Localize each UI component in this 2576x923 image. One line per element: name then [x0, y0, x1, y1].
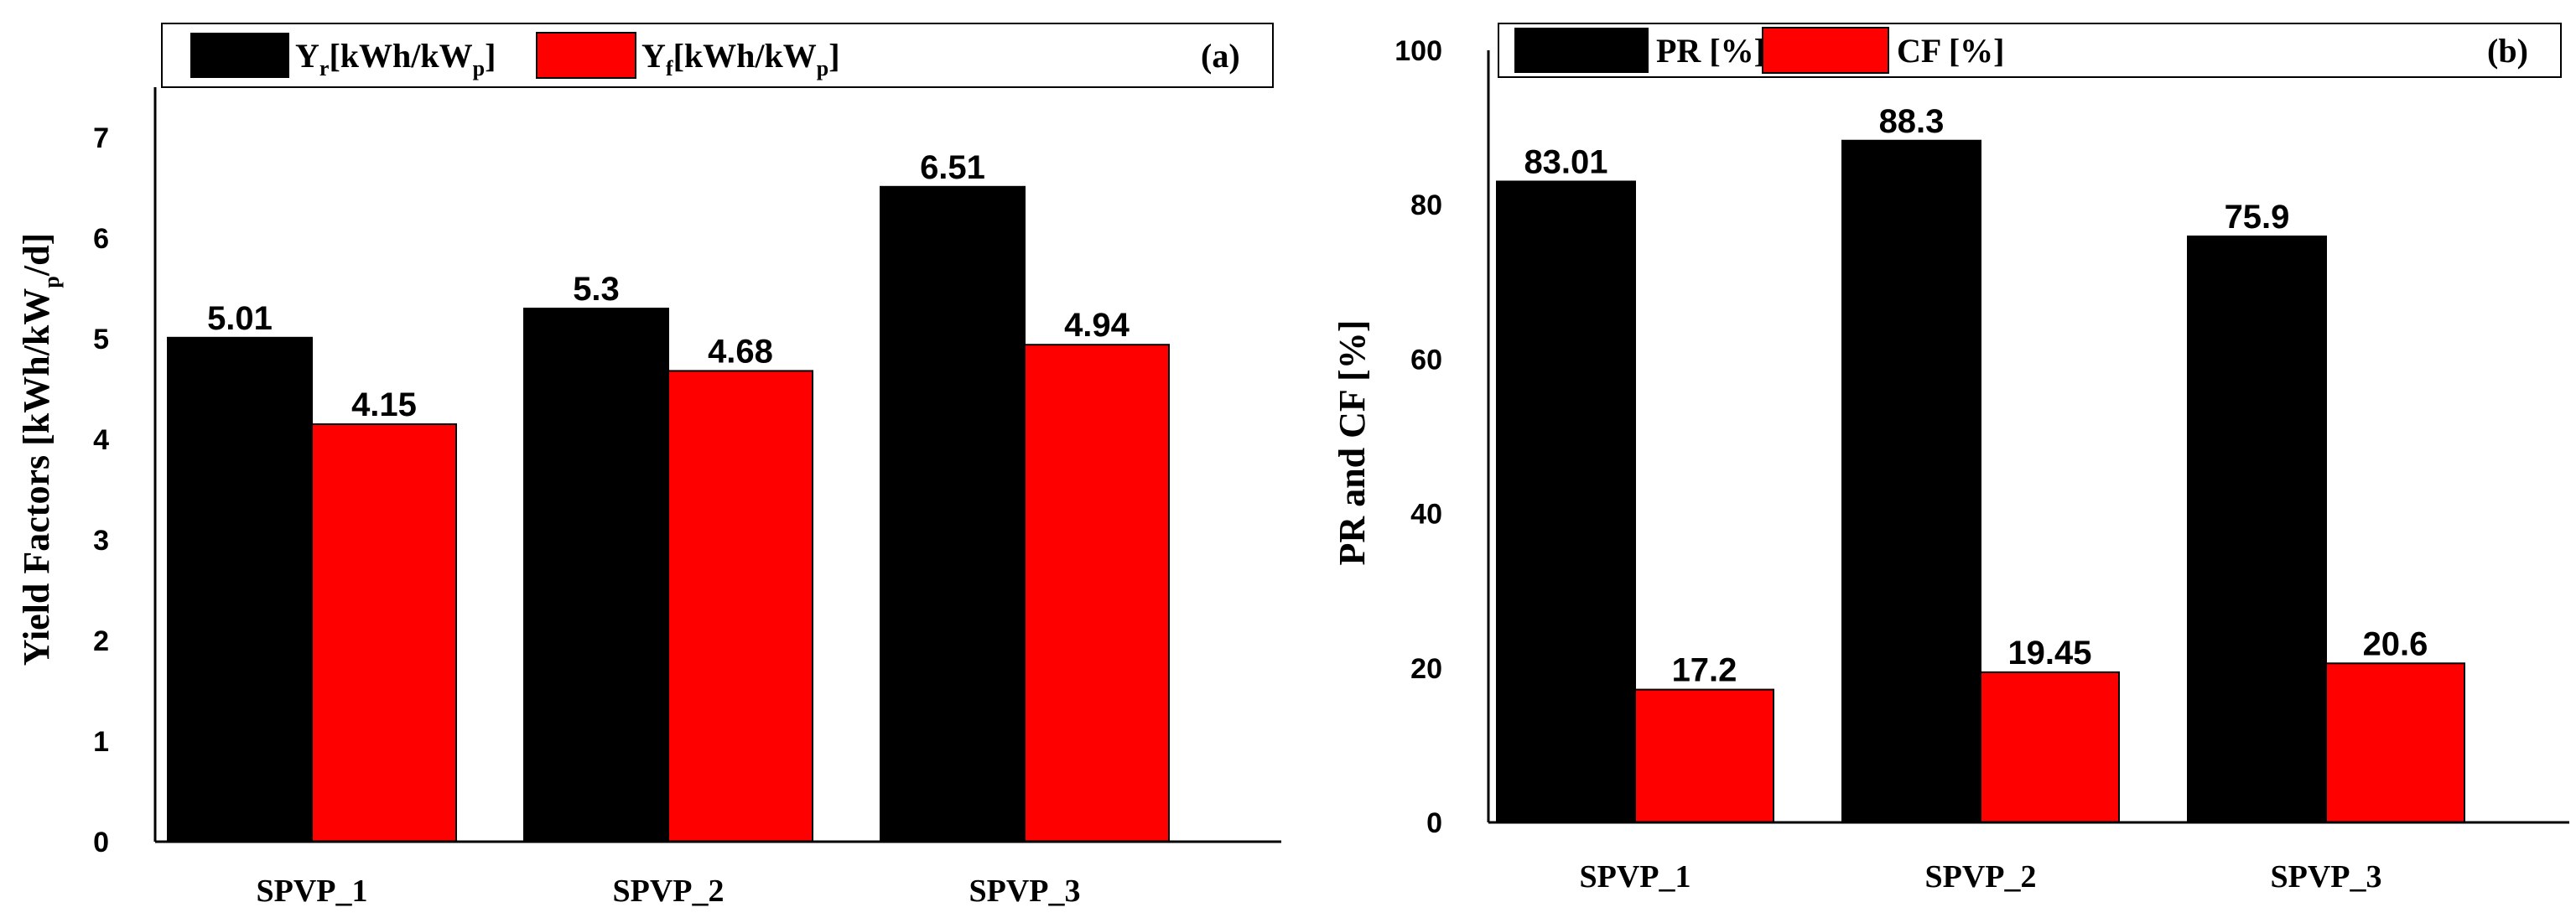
panel-a-y-tick-label: 2: [93, 625, 109, 657]
panel-a-y-axis-title: Yield Factors [kWh/kWp/d]: [16, 233, 64, 666]
panel-b-data-label: 19.45: [2007, 635, 2091, 672]
panel-a-category-label: SPVP_1: [257, 874, 368, 909]
panel-b-data-label: 17.2: [1672, 652, 1737, 689]
legend-label-yr: Yr[kWh/kWp]: [295, 37, 496, 80]
panel-b-y-tick-label: 100: [1394, 35, 1442, 67]
panel-b-data-label: 88.3: [1879, 103, 1945, 140]
panel-b-y-ticks: 0 20 40 60 80 100: [1394, 35, 1442, 839]
panel-b-legend-box: [1498, 23, 2562, 78]
panel-a-bar-spvp_1-series-2: [311, 423, 457, 843]
panel-a-bars: [167, 185, 1170, 843]
panel-b-bar-spvp_1-series-1: [1496, 180, 1636, 823]
panel-a-y-ticks: 0 1 2 3 4 5 6 7: [93, 122, 109, 858]
panel-a-y-tick-label: 3: [93, 525, 109, 557]
panel-b-data-labels: 83.01 17.2 88.3 19.45 75.9 20.6: [1524, 103, 2428, 689]
legend-label-pr: PR [%]: [1656, 32, 1765, 70]
panel-b-data-label: 83.01: [1524, 143, 1607, 180]
panel-a-bar-spvp_3-series-1: [880, 185, 1026, 843]
panel-b-data-label: 20.6: [2363, 625, 2428, 662]
panel-a-category-label: SPVP_3: [969, 874, 1081, 909]
panel-a-y-tick-label: 0: [93, 827, 109, 858]
panel-a-data-label: 4.94: [1064, 307, 1130, 344]
panel-b-category-labels: SPVP_1 SPVP_2 SPVP_3: [1580, 859, 2382, 894]
panel-b-category-label: SPVP_1: [1580, 859, 1691, 894]
panel-b-label: (b): [2487, 32, 2528, 70]
panel-a-y-tick-label: 1: [93, 726, 109, 758]
panel-b-bar-spvp_2-series-1: [1841, 139, 1981, 823]
panel-a-bar-spvp_3-series-2: [1024, 344, 1170, 843]
panel-a-bar-spvp_2-series-1: [523, 308, 669, 843]
panel-a-data-label: 4.15: [351, 386, 417, 423]
panel-a-bar-spvp_2-series-2: [667, 370, 813, 843]
legend-swatch-cf: [1762, 27, 1889, 74]
panel-b-y-tick-label: 20: [1410, 653, 1442, 685]
panel-b-bar-spvp_3-series-2: [2325, 662, 2465, 823]
panel-a-y-tick-label: 4: [93, 424, 109, 456]
panel-a-label: (a): [1201, 37, 1240, 75]
panel-a-data-label: 4.68: [708, 333, 773, 370]
panel-a-data-label: 5.01: [207, 300, 273, 337]
panel-b-bar-spvp_3-series-1: [2187, 235, 2327, 823]
legend-swatch-yf: [536, 32, 636, 79]
panel-b-y-tick-label: 0: [1426, 807, 1442, 839]
panel-a-category-labels: SPVP_1 SPVP_2 SPVP_3: [257, 874, 1081, 909]
legend-label-yf: Yf[kWh/kWp]: [641, 37, 840, 80]
panel-b-bar-spvp_1-series-2: [1634, 688, 1774, 824]
panel-a-data-label: 6.51: [920, 149, 985, 186]
panel-a-y-tick-label: 7: [93, 122, 109, 154]
panel-a-bar-spvp_1-series-1: [167, 336, 313, 843]
panel-a-category-label: SPVP_2: [613, 874, 724, 909]
legend-swatch-pr: [1514, 28, 1649, 73]
panel-b-bar-spvp_2-series-2: [1980, 671, 2120, 823]
panel-a-legend: Yr[kWh/kWp] Yf[kWh/kWp] (a): [161, 23, 1274, 88]
panel-b-y-tick-label: 80: [1410, 189, 1442, 221]
legend-swatch-yr: [190, 33, 289, 78]
panel-a-data-labels: 5.01 4.15 5.3 4.68 6.51 4.94: [207, 149, 1130, 423]
panel-a-y-tick-label: 6: [93, 223, 109, 255]
panel-a-legend-box: [161, 23, 1274, 88]
panel-b-y-tick-label: 60: [1410, 344, 1442, 376]
panel-a-y-tick-label: 5: [93, 324, 109, 355]
panel-b-category-label: SPVP_3: [2271, 859, 2382, 894]
panel-b-data-label: 75.9: [2225, 199, 2290, 236]
panel-b-bars: [1496, 139, 2465, 824]
panel-b-category-label: SPVP_2: [1925, 859, 2037, 894]
panel-b-y-tick-label: 40: [1410, 499, 1442, 531]
panel-b-y-axis-title: PR and CF [%]: [1332, 320, 1373, 566]
panel-b-legend: PR [%] CF [%] (b): [1498, 23, 2562, 78]
legend-label-cf: CF [%]: [1897, 32, 2004, 70]
panel-a-data-label: 5.3: [573, 271, 620, 308]
